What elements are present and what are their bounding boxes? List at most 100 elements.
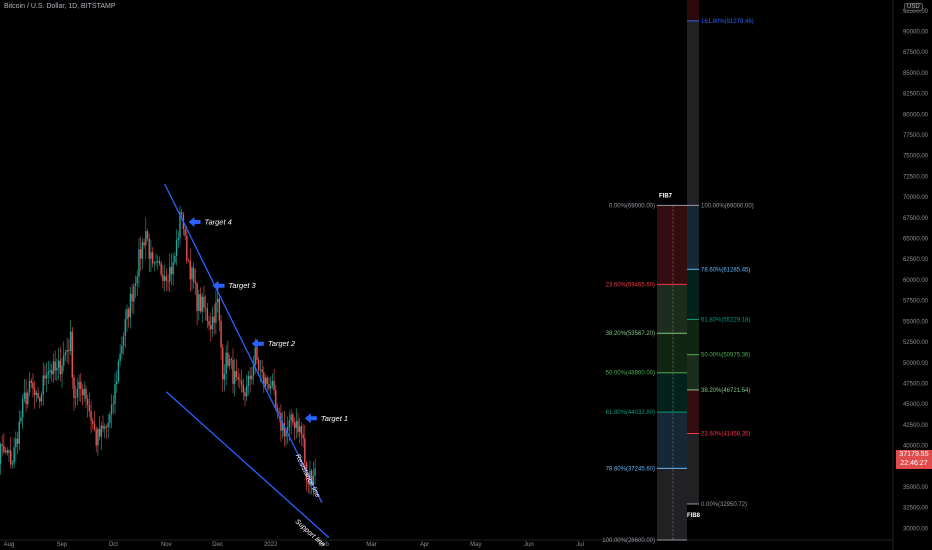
candle-body bbox=[169, 267, 171, 282]
candle-body bbox=[68, 350, 70, 352]
candle-body bbox=[203, 296, 205, 308]
candle-body bbox=[119, 353, 121, 362]
y-tick-label: 45000.00 bbox=[903, 402, 929, 408]
x-tick-label: Jul bbox=[576, 542, 584, 548]
candle-body bbox=[249, 375, 251, 380]
target-arrow-icon bbox=[188, 216, 201, 227]
last-price: 37179.55 bbox=[899, 451, 929, 458]
candle-body bbox=[93, 423, 96, 430]
candle-body bbox=[198, 294, 200, 311]
candle-body bbox=[196, 283, 198, 311]
candle-body bbox=[220, 320, 222, 348]
y-tick-label: 35000.00 bbox=[903, 485, 929, 491]
candle-body bbox=[148, 238, 150, 259]
candle-body bbox=[92, 420, 94, 424]
candle-body bbox=[266, 377, 268, 384]
target-marker: Target 4 bbox=[188, 216, 232, 227]
candle-body bbox=[295, 421, 297, 429]
candle-body bbox=[252, 365, 255, 376]
target-arrow-icon bbox=[212, 280, 225, 291]
candle-body bbox=[117, 361, 120, 382]
candle-body bbox=[223, 373, 226, 380]
y-tick-label: 55000.00 bbox=[903, 319, 929, 325]
fib8-level-label: 23.60%(41458.35) bbox=[701, 432, 750, 438]
candle-body bbox=[245, 386, 248, 397]
candle-body bbox=[54, 361, 56, 371]
candle-body bbox=[273, 380, 275, 391]
candle-body bbox=[81, 389, 84, 396]
candle-body bbox=[146, 231, 149, 239]
candle-body bbox=[181, 212, 183, 215]
fib8-level-label: 38.20%(46721.54) bbox=[701, 388, 750, 394]
fib7-name: FIB7 bbox=[659, 193, 673, 199]
candle-body bbox=[297, 421, 299, 433]
y-tick-label: 60000.00 bbox=[903, 278, 929, 284]
candle-body bbox=[271, 380, 274, 386]
fib8-band bbox=[687, 269, 699, 320]
support-trendline bbox=[165, 391, 330, 538]
fib8-extension-band bbox=[687, 0, 699, 21]
candle-body bbox=[4, 450, 7, 452]
candle-body bbox=[114, 384, 116, 404]
y-tick-label: 92500.00 bbox=[903, 9, 929, 15]
candle-body bbox=[189, 260, 191, 280]
candle-body bbox=[121, 345, 123, 354]
candle-body bbox=[35, 392, 38, 396]
target-marker: Target 3 bbox=[212, 280, 257, 291]
candle-body bbox=[215, 302, 217, 323]
candle-body bbox=[88, 404, 91, 412]
candle-body bbox=[98, 428, 101, 437]
candle-body bbox=[83, 388, 85, 396]
fib7-level-label: 100.00%(28600.00) bbox=[602, 538, 655, 544]
candle-body bbox=[49, 370, 51, 373]
y-tick-label: 82500.00 bbox=[903, 92, 929, 98]
resistance-trendline bbox=[164, 183, 323, 504]
candle-body bbox=[167, 280, 169, 282]
target-label: Target 2 bbox=[268, 339, 296, 348]
candle-body bbox=[100, 425, 103, 437]
currency-label[interactable]: USD bbox=[904, 3, 923, 11]
candle-body bbox=[63, 355, 65, 366]
fib7-level-label: 0.00%(69000.00) bbox=[609, 203, 655, 209]
candle-body bbox=[73, 377, 75, 398]
candle-body bbox=[136, 276, 138, 284]
candle-body bbox=[179, 212, 181, 238]
candle-body bbox=[10, 450, 12, 465]
candle-body bbox=[6, 450, 8, 453]
candle-body bbox=[312, 475, 315, 484]
bar-countdown: 22:46:27 bbox=[900, 460, 928, 467]
candle-body bbox=[211, 316, 214, 330]
candle-body bbox=[74, 397, 77, 398]
candle-body bbox=[186, 235, 188, 261]
candle-body bbox=[0, 444, 2, 464]
candle-body bbox=[300, 426, 303, 435]
candle-body bbox=[40, 394, 43, 402]
candle-body bbox=[191, 267, 193, 280]
candle-body bbox=[23, 392, 26, 399]
candle-body bbox=[80, 381, 82, 390]
candle-body bbox=[174, 255, 176, 263]
candle-body bbox=[293, 423, 296, 429]
candle-body bbox=[110, 404, 113, 415]
x-tick-label: Jun bbox=[524, 542, 534, 548]
candle-body bbox=[206, 308, 209, 321]
candle-body bbox=[251, 375, 253, 380]
candle-body bbox=[285, 430, 287, 437]
candle-body bbox=[278, 411, 280, 414]
fib8-level-label: 61.80%(55229.18) bbox=[701, 317, 750, 323]
candle-body bbox=[268, 383, 270, 389]
candle-body bbox=[124, 319, 126, 337]
candle-body bbox=[8, 450, 10, 453]
candle-body bbox=[288, 420, 291, 428]
candle-body bbox=[3, 445, 5, 452]
fib8-level-label: 161.80%(91278.46) bbox=[701, 19, 754, 25]
candle-body bbox=[71, 331, 73, 378]
candle-body bbox=[39, 397, 41, 402]
candle-body bbox=[139, 249, 142, 259]
candle-body bbox=[256, 347, 258, 361]
candle-body bbox=[95, 429, 97, 446]
candle-body bbox=[264, 377, 267, 387]
x-tick-label: Dec bbox=[212, 542, 223, 548]
